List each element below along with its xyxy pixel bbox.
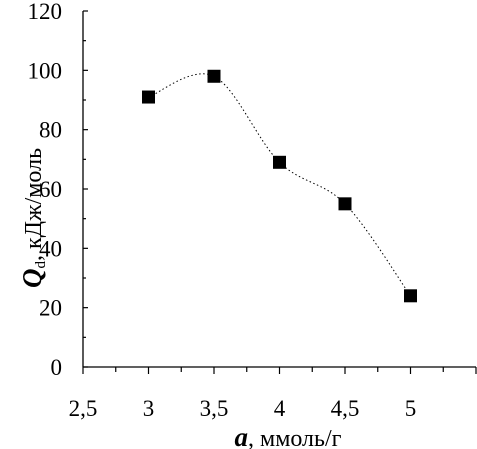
data-point-marker xyxy=(207,69,221,83)
y-tick-label: 100 xyxy=(28,58,63,83)
y-tick-label: 0 xyxy=(51,355,63,380)
data-point-marker xyxy=(273,155,286,169)
data-point-marker xyxy=(404,289,417,303)
y-tick-label: 80 xyxy=(39,118,62,143)
x-axis-label: a, ммоль/г xyxy=(235,422,342,449)
x-tick-label: 2,5 xyxy=(69,396,98,421)
x-axis-label-symbol: a xyxy=(235,422,249,449)
y-tick-label: 20 xyxy=(39,296,62,321)
x-tick-label: 4 xyxy=(274,396,286,421)
data-point-marker xyxy=(142,90,155,104)
x-axis-ticks: 2,5 3 3,5 4 4,5 5 xyxy=(69,367,477,421)
y-axis-label: Qd, кДж/моль xyxy=(17,148,49,288)
x-tick-label: 5 xyxy=(405,396,417,421)
series-group xyxy=(142,69,417,303)
x-tick-label: 4,5 xyxy=(331,396,360,421)
x-tick-label: 3,5 xyxy=(200,396,229,421)
series-line xyxy=(148,73,411,297)
y-tick-label: 60 xyxy=(39,177,62,202)
data-point-marker xyxy=(338,197,352,211)
x-axis-label-unit: , ммоль/г xyxy=(248,426,342,449)
x-tick-label: 3 xyxy=(143,396,155,421)
y-axis-label-subscript: d xyxy=(33,261,49,269)
y-tick-label: 120 xyxy=(28,0,63,24)
y-axis-label-unit: , кДж/моль xyxy=(21,148,47,261)
y-tick-label: 40 xyxy=(39,236,62,261)
y-axis-label-symbol: Q xyxy=(17,269,47,289)
y-axis-ticks: 0 20 40 60 80 100 120 xyxy=(28,0,88,380)
